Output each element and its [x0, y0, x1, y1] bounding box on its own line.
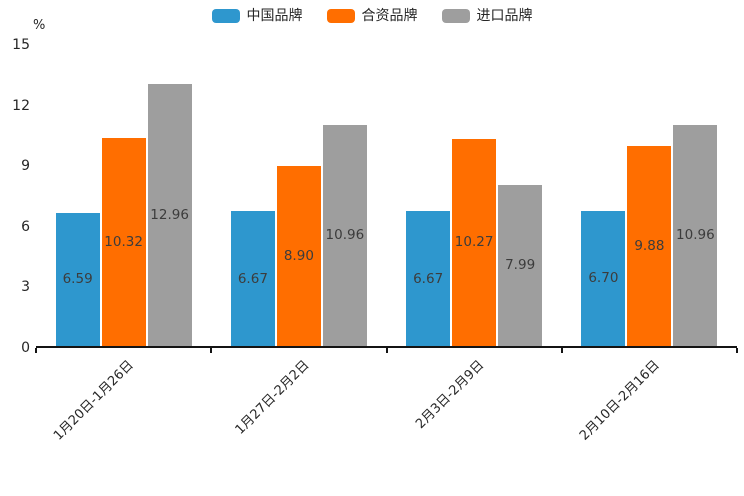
x-category-label: 1月27日-2月2日: [232, 357, 313, 438]
bar-value-label: 7.99: [505, 257, 536, 274]
bar-合资品牌-2: 10.27: [452, 138, 497, 346]
legend-item-1: 合资品牌: [326, 8, 418, 24]
legend-item-label: 合资品牌: [361, 8, 418, 24]
bar-进口品牌-0: 12.96: [147, 84, 192, 346]
bar-中国品牌-2: 6.67: [406, 211, 451, 346]
y-tick-label: 3: [21, 279, 30, 296]
legend-swatch-icon: [326, 9, 355, 23]
bar-中国品牌-3: 6.70: [581, 210, 626, 346]
legend-item-2: 进口品牌: [441, 8, 533, 24]
y-axis: 0 3 6 9 12 15: [0, 37, 30, 356]
bar-group-2: 6.67 10.27 7.99: [406, 138, 543, 346]
bar-group-1: 6.67 8.90 10.96: [230, 124, 367, 346]
legend-swatch-icon: [211, 9, 240, 23]
legend-item-0: 中国品牌: [211, 8, 303, 24]
bar-进口品牌-1: 10.96: [322, 124, 367, 346]
x-tick-mark: [35, 348, 37, 353]
legend-item-label: 中国品牌: [246, 8, 303, 24]
legend-swatch-icon: [441, 9, 470, 23]
bar-中国品牌-0: 6.59: [55, 212, 100, 346]
x-category-label: 2月3日-2月9日: [413, 357, 488, 432]
bar-进口品牌-3: 10.96: [673, 124, 718, 346]
x-tick-mark: [560, 348, 563, 353]
y-tick-label: 9: [21, 158, 30, 175]
y-tick-label: 15: [12, 37, 30, 53]
plot-area: 6.59 10.32 12.96 1月20日-1月26日 6.67 8.90 10.96 1月…: [35, 45, 738, 444]
bar-value-label: 6.70: [588, 270, 619, 287]
x-tick-mark: [385, 348, 388, 353]
x-category-label: 2月10日-2月16日: [577, 357, 663, 444]
x-tick-mark: [210, 348, 213, 353]
bar-中国品牌-1: 6.67: [230, 211, 275, 346]
y-tick-label: 0: [21, 340, 30, 356]
bar-value-label: 10.32: [104, 233, 143, 250]
x-category-label: 1月20日-1月26日: [51, 357, 138, 444]
bar-group-3: 6.70 9.88 10.96: [581, 124, 718, 346]
bar-合资品牌-1: 8.90: [276, 166, 321, 346]
bar-value-label: 9.88: [634, 238, 665, 255]
y-axis-unit-label: %: [33, 18, 46, 33]
bar-value-label: 6.59: [62, 271, 93, 288]
bar-value-label: 10.96: [325, 227, 365, 244]
bar-value-label: 10.96: [676, 227, 715, 244]
legend-item-label: 进口品牌: [476, 8, 533, 24]
bar-合资品牌-3: 9.88: [627, 146, 672, 346]
chart-legend: 中国品牌 合资品牌 进口品牌: [0, 8, 744, 24]
bar-value-label: 10.27: [454, 234, 494, 251]
bar-value-label: 12.96: [150, 207, 189, 224]
bar-进口品牌-2: 7.99: [498, 184, 543, 346]
bar-value-label: 8.90: [283, 248, 314, 265]
bar-value-label: 6.67: [237, 270, 268, 287]
bar-group-0: 6.59 10.32 12.96: [55, 84, 192, 346]
bar-value-label: 6.67: [413, 270, 444, 287]
y-tick-label: 6: [21, 218, 30, 235]
bar-合资品牌-0: 10.32: [101, 137, 146, 346]
x-tick-mark: [736, 348, 738, 353]
y-tick-label: 12: [12, 97, 30, 114]
